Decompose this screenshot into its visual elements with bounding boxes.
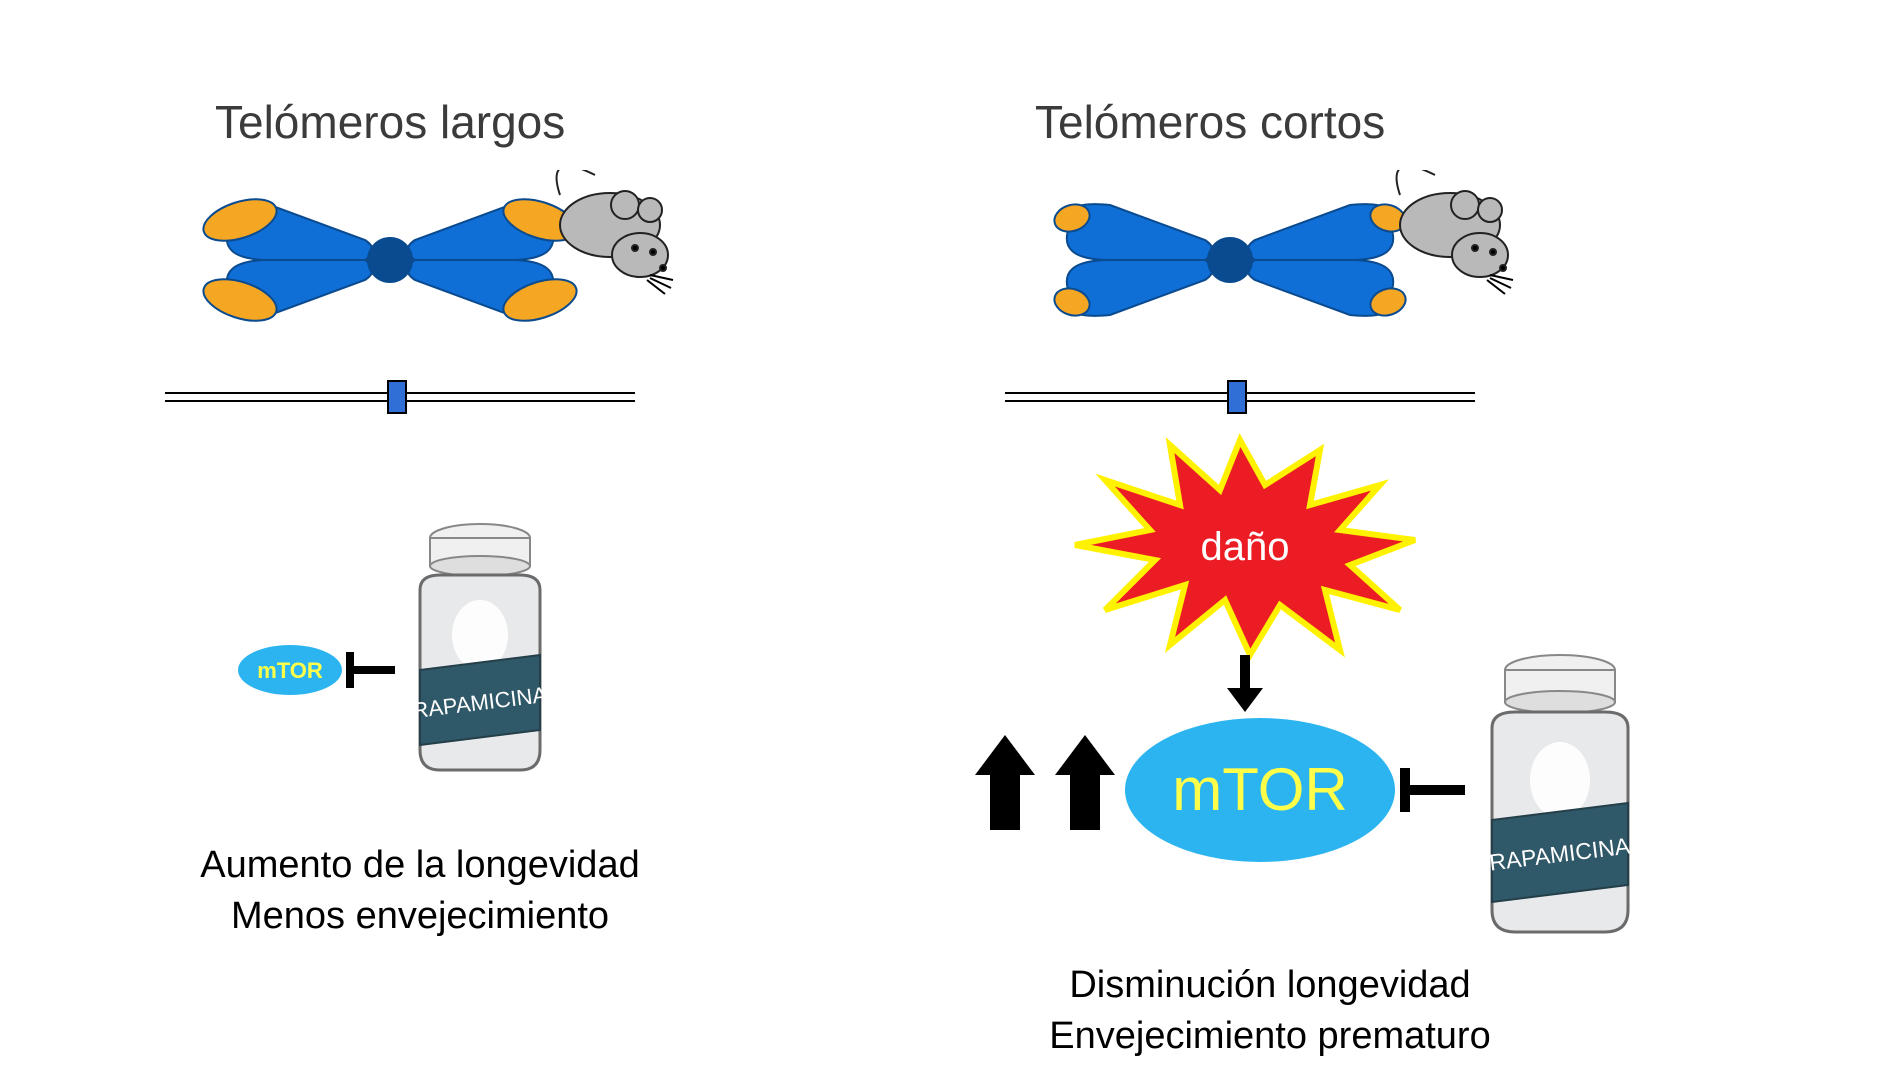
right-outcome-line2: Envejecimiento prematuro [1000,1011,1540,1062]
left-chromosome-mouse [160,170,680,370]
damage-starburst: daño [1060,430,1420,660]
left-title: Telómeros largos [215,95,565,149]
up-arrows-icon [965,730,1125,850]
right-outcome-line1: Disminución longevidad [1000,960,1540,1011]
right-outcome: Disminución longevidad Envejecimiento pr… [1000,960,1540,1063]
right-mtor-large: mTOR [1120,710,1400,870]
right-title: Telómeros cortos [1035,95,1385,149]
left-outcome-line1: Aumento de la longevidad [150,840,690,891]
right-mtor-label: mTOR [1172,756,1348,823]
right-inhibit-bottle: RAPAMICINA [1395,640,1755,960]
right-dna-line [1000,375,1480,425]
right-chromosome-mouse [1000,170,1520,370]
left-mtor-label: mTOR [257,658,323,683]
left-outcome-line2: Menos envejecimiento [150,891,690,942]
left-dna-line [160,375,640,425]
left-outcome: Aumento de la longevidad Menos envejecim… [150,840,690,943]
diagram-canvas: Telómeros largos Telómeros cortos [0,0,1900,1069]
left-mtor-bottle: mTOR RAPAMICINA [235,490,635,790]
damage-label: daño [1201,525,1290,569]
